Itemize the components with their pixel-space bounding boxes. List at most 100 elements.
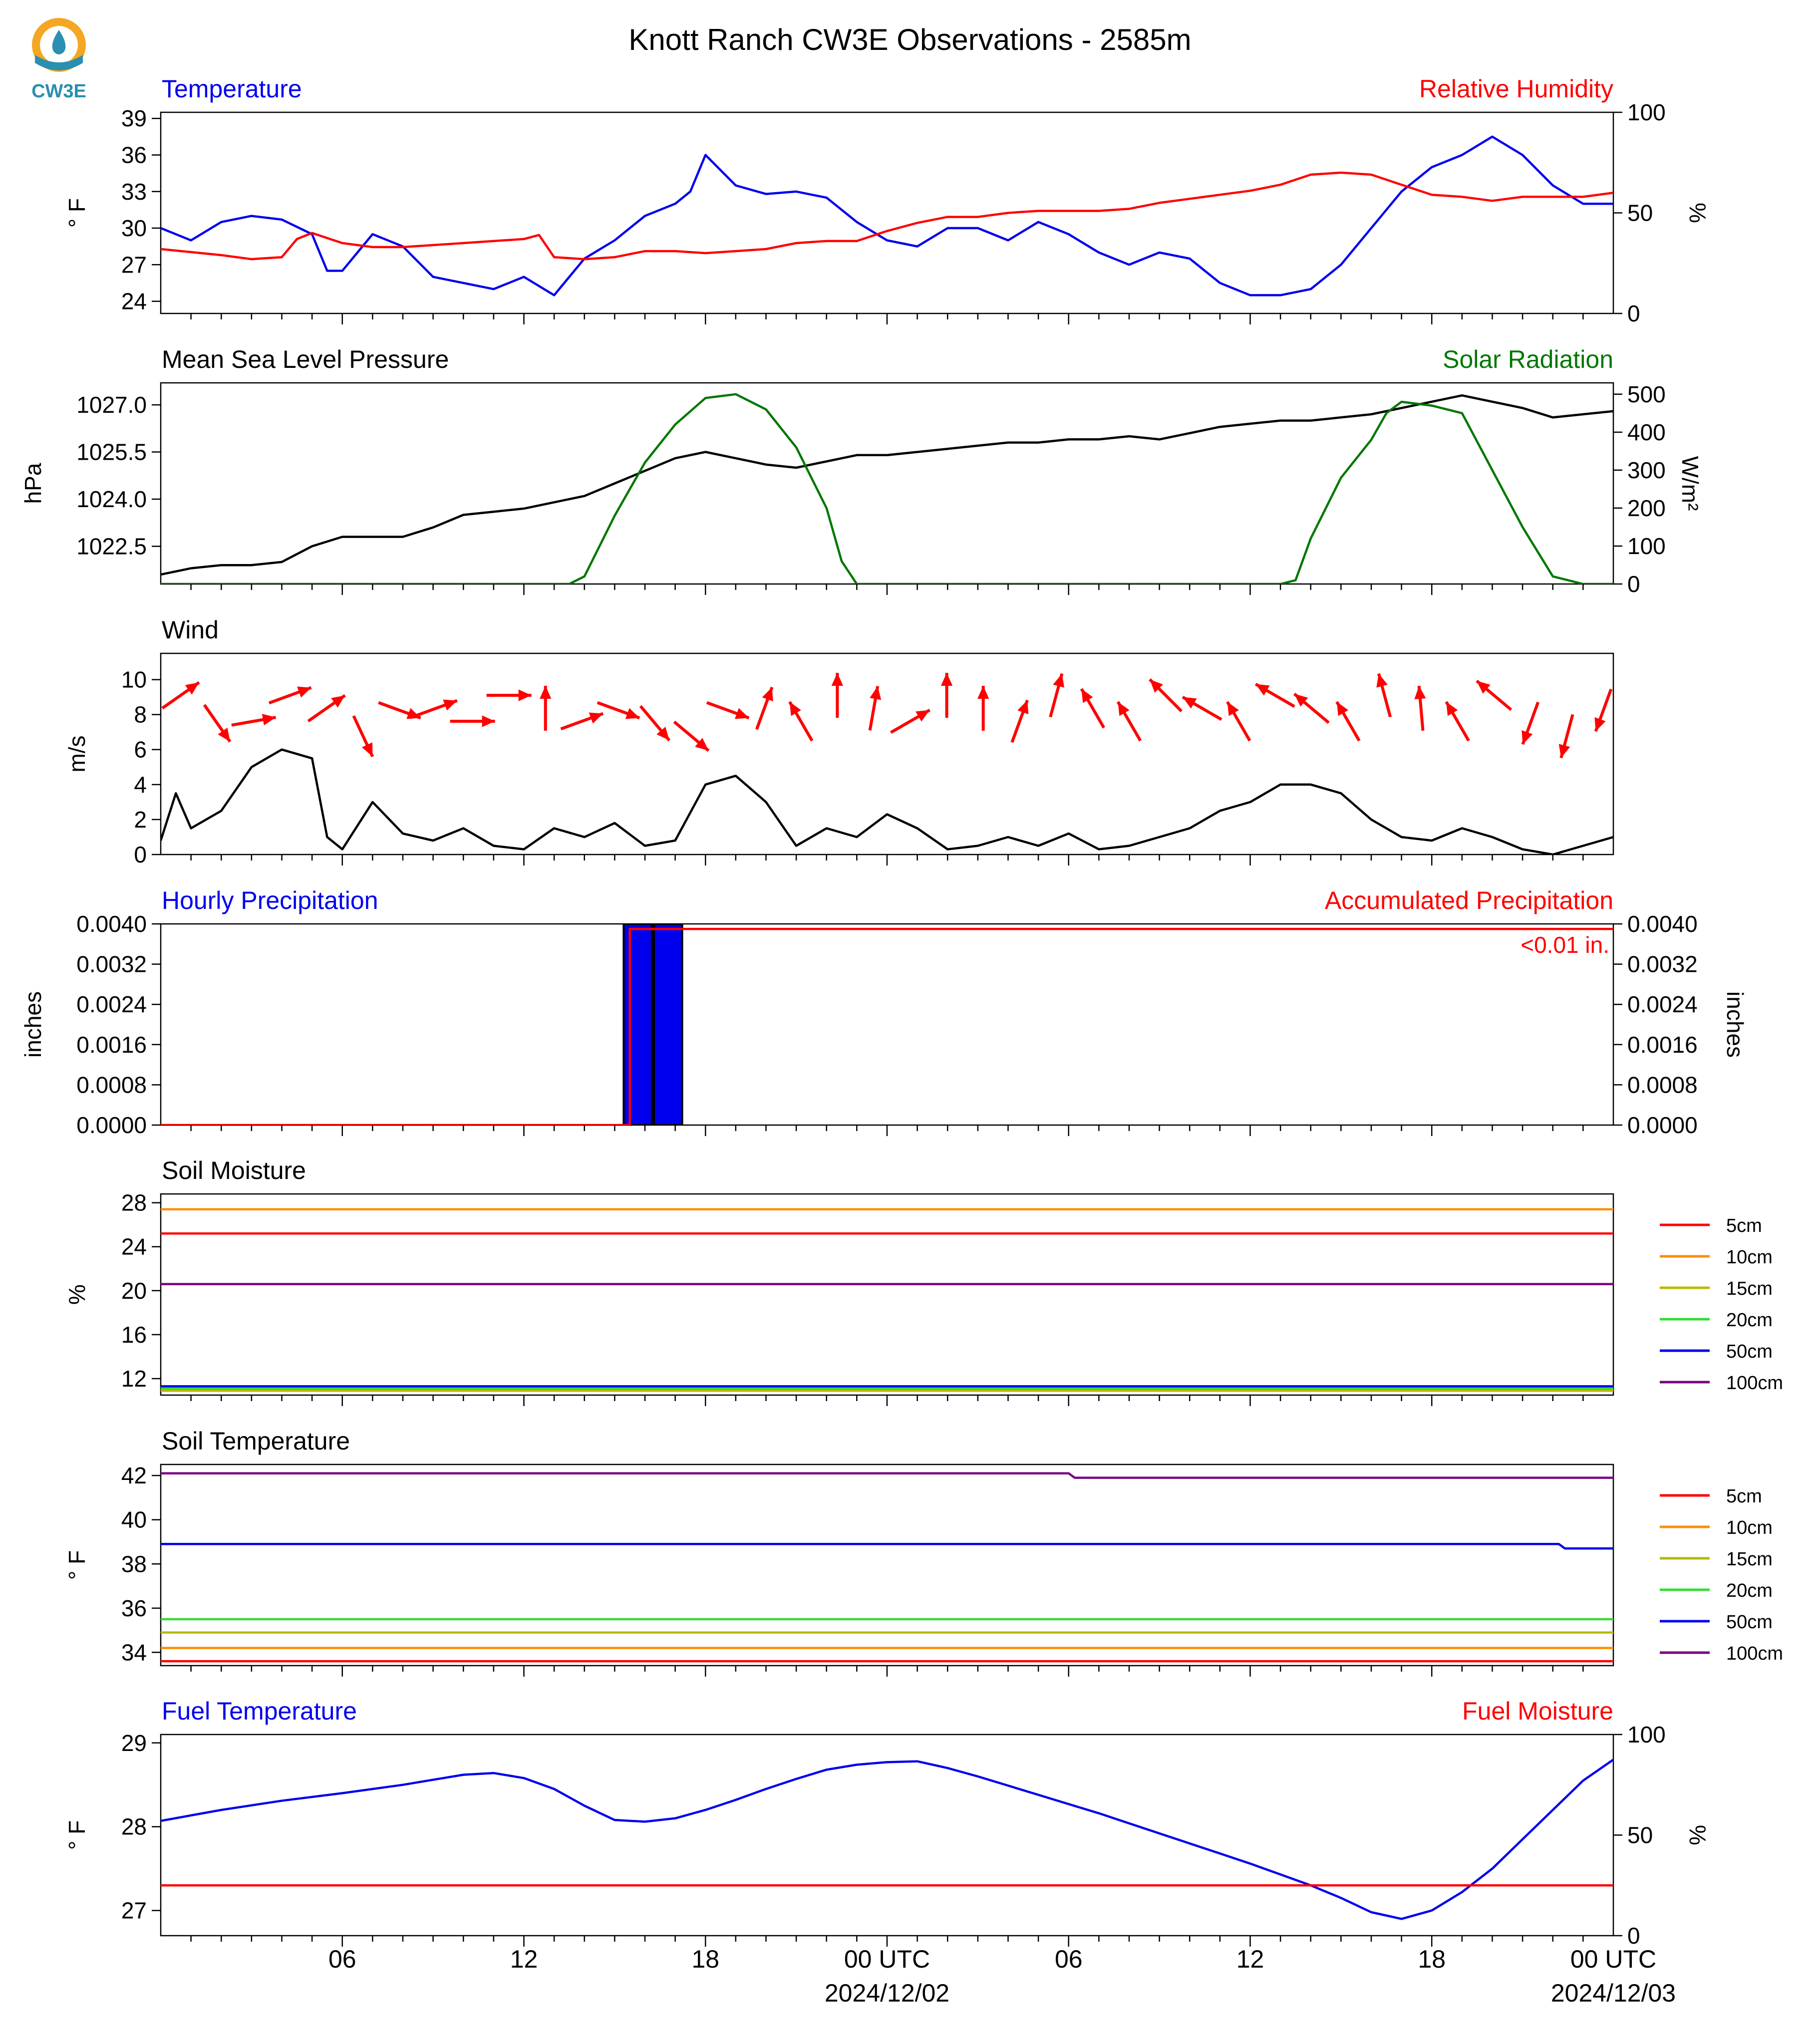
legend-item: 20cm: [1660, 1580, 1773, 1601]
y-tick-label: 24: [121, 1234, 147, 1260]
panel-temperature-humidity: 24 27 30 33 36 39 0 50 100 ° F % Temperature Relativ…: [64, 75, 1711, 326]
wind-arrow: [1558, 714, 1574, 759]
y-tick-label: 28: [121, 1814, 147, 1840]
y-tick-label: 42: [121, 1462, 147, 1488]
wind-arrow-head: [1118, 702, 1130, 716]
panel-left-title: Mean Sea Level Pressure: [162, 345, 449, 373]
y2-tick-label: 200: [1627, 495, 1666, 521]
y-tick-label: 36: [121, 1595, 147, 1621]
x-tick-label: 06: [328, 1945, 356, 1973]
wind-arrow: [940, 673, 953, 718]
legend-item: 15cm: [1660, 1549, 1773, 1570]
y-tick-label: 0: [134, 842, 147, 868]
wind-arrow: [1080, 688, 1106, 729]
legend-label: 100cm: [1726, 1643, 1783, 1664]
y-tick-label: 0.0024: [76, 991, 147, 1017]
panel-wind: 0 2 4 6 8 10 m/s Wind: [64, 616, 1614, 868]
panel-precipitation: 0.0000 0.0008 0.0016 0.0024 0.0032 0.0040 0.00…: [20, 886, 1748, 1138]
y-tick-label: 27: [121, 252, 147, 278]
y-axis-label: %: [64, 1284, 90, 1305]
wind-arrow-head: [1081, 689, 1093, 703]
wind-arrow-head: [1446, 702, 1458, 716]
wind-arrow-head: [297, 686, 311, 698]
y-tick-label: 0.0000: [76, 1112, 147, 1138]
y-tick-label: 28: [121, 1190, 147, 1216]
plot-area: [161, 393, 1613, 584]
y-tick-label: 1024.0: [76, 486, 147, 512]
wind-arrow-head: [361, 742, 373, 757]
wind-arrow: [755, 686, 774, 730]
wind-arrow: [868, 686, 882, 731]
series-line: [161, 394, 1613, 576]
y-tick-label: 16: [121, 1322, 147, 1348]
panel-left-title: Temperature: [162, 75, 302, 103]
y2-tick-label: 0.0008: [1627, 1072, 1698, 1098]
plot-area: [161, 1472, 1613, 1663]
y-axis-label: m/s: [64, 735, 90, 772]
panel-fuel: 27 28 29 0 50 100 ° F % Fuel Temperature Fuel Moi…: [64, 1697, 1711, 1949]
y-tick-label: 10: [121, 667, 147, 693]
y-tick-label: 0.0008: [76, 1072, 147, 1098]
plot-frame: [160, 382, 1614, 585]
x-date-label: 2024/12/03: [1551, 1979, 1676, 2007]
wind-arrow: [639, 705, 671, 742]
y2-tick-label: 300: [1627, 457, 1666, 483]
wind-arrow-head: [1294, 694, 1308, 707]
wind-arrow: [1476, 679, 1513, 711]
wind-arrow-head: [695, 738, 709, 751]
plot-frame: [160, 923, 1614, 1126]
wind-arrow: [788, 701, 814, 742]
x-tick-label: 18: [1418, 1945, 1446, 1973]
series-line: [161, 748, 1613, 855]
wind-arrow-head: [1376, 673, 1388, 688]
wind-arrow-head: [218, 727, 230, 742]
y2-tick-label: 0: [1627, 300, 1640, 326]
plot-area: [161, 1208, 1613, 1392]
wind-arrow-head: [870, 686, 882, 700]
wind-arrow-head: [1336, 702, 1349, 716]
x-axis-labels: 06 12 18 00 UTC 06 12 18 00 UTC 2024/12/02 2024/1…: [328, 1945, 1676, 2007]
wind-arrow-head: [625, 708, 640, 719]
cw3e-logo: CW3E: [31, 18, 86, 102]
wind-arrow-head: [1477, 681, 1491, 694]
series-line: [161, 171, 1613, 261]
wind-arrow-head: [831, 673, 844, 686]
wind-arrow: [231, 714, 276, 727]
y-tick-label: 6: [134, 737, 147, 763]
y-axis-label: ° F: [64, 1550, 90, 1580]
wind-arrow: [1414, 685, 1426, 731]
legend-label: 5cm: [1726, 1215, 1762, 1236]
x-tick-label: 12: [510, 1945, 538, 1973]
precip-bar: [653, 924, 683, 1125]
wind-arrow: [1376, 673, 1392, 718]
wind-arrow-head: [518, 689, 532, 701]
wind-arrow: [161, 681, 200, 710]
plot-frame: [160, 1734, 1614, 1937]
panel-left-title: Soil Moisture: [162, 1157, 306, 1184]
wind-arrow: [203, 704, 232, 743]
legend-label: 10cm: [1726, 1247, 1773, 1268]
panel-right-title: Relative Humidity: [1419, 75, 1613, 103]
wind-arrow: [1010, 699, 1029, 743]
panel-right-title: Fuel Moisture: [1462, 1697, 1613, 1725]
wind-arrow-head: [262, 714, 276, 726]
series-line: [161, 393, 1613, 584]
y-tick-label: 40: [121, 1507, 147, 1533]
y-tick-label: 4: [134, 772, 147, 798]
y-tick-label: 20: [121, 1278, 147, 1304]
wind-arrow: [268, 686, 312, 705]
wind-arrow-head: [1255, 684, 1270, 696]
wind-arrow: [352, 715, 374, 758]
wind-arrow: [1521, 701, 1540, 745]
legend-label: 50cm: [1726, 1612, 1773, 1633]
accumulated-line: [161, 927, 1613, 1125]
y-axis-label: inches: [20, 991, 46, 1058]
legend-item: 100cm: [1660, 1373, 1783, 1394]
wind-arrow-head: [656, 727, 669, 741]
x-date-label: 2024/12/02: [825, 1979, 949, 2007]
wind-arrow-head: [1053, 673, 1065, 688]
y-tick-label: 36: [121, 142, 147, 168]
wind-arrow: [1445, 701, 1470, 742]
y-tick-label: 1027.0: [76, 392, 147, 418]
wind-arrow: [414, 699, 458, 718]
